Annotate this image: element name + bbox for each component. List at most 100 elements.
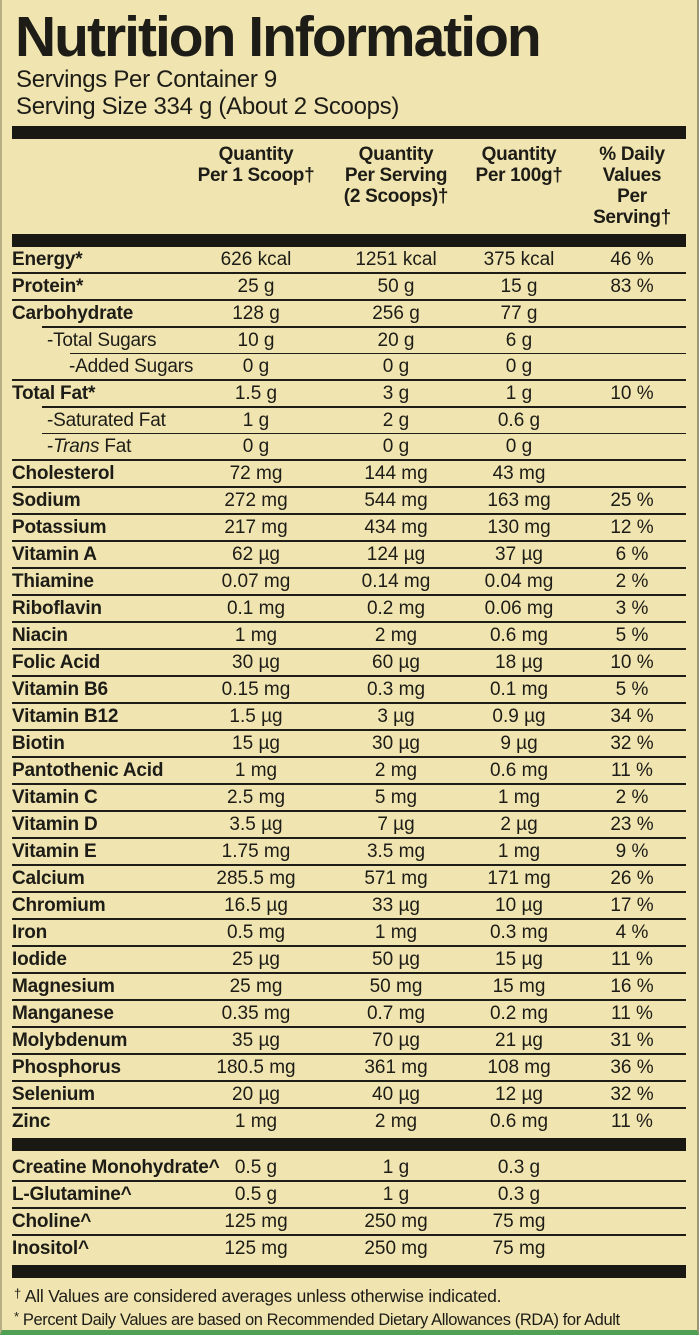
- qty-per-serving: 544 mg: [364, 490, 428, 511]
- qty-per-serving: 2 g: [382, 409, 410, 431]
- nutrient-name: Potassium: [12, 517, 107, 538]
- qty-per-serving: 0.3 mg: [366, 679, 426, 700]
- nutrient-name: Protein*: [12, 276, 84, 297]
- qty-per-1-scoop: 25 mg: [229, 976, 283, 997]
- row-divider: [12, 756, 686, 758]
- nutrient-row: Inositol^ 125 mg 250 mg 75 mg: [12, 1236, 686, 1261]
- daily-value: 16 %: [610, 976, 654, 997]
- qty-per-100g: 0.1 mg: [489, 679, 549, 700]
- row-divider: [12, 918, 686, 920]
- qty-per-100g: 163 mg: [487, 490, 551, 511]
- nutrient-name: Energy*: [12, 249, 83, 270]
- qty-per-serving: 2 mg: [374, 760, 418, 781]
- row-divider: [12, 675, 686, 677]
- qty-per-serving: 3 g: [382, 383, 410, 404]
- daily-value: 5 %: [615, 625, 649, 646]
- qty-per-1-scoop: 62 µg: [232, 544, 280, 565]
- nutrient-name: -Saturated Fat: [47, 409, 166, 431]
- qty-per-100g: 0.6 mg: [489, 625, 549, 646]
- nutrient-name: Folic Acid: [12, 652, 101, 673]
- daily-value: 32 %: [610, 1084, 654, 1105]
- qty-per-serving: 0.2 mg: [366, 598, 426, 619]
- nutrient-name: Vitamin B6: [12, 679, 108, 700]
- nutrient-name: Manganese: [12, 1003, 114, 1024]
- daily-value: 83 %: [610, 276, 654, 297]
- page-title: Nutrition Information: [15, 5, 542, 69]
- nutrient-name: -Added Sugars: [69, 356, 194, 377]
- qty-per-serving: 50 g: [377, 276, 415, 297]
- row-divider: [12, 513, 686, 515]
- qty-per-1-scoop: 0.5 g: [234, 1157, 278, 1178]
- nutrient-row: Protein* 25 g 50 g 15 g 83 %: [12, 274, 686, 299]
- footnotes: † All Values are considered averages unl…: [14, 1284, 684, 1330]
- qty-per-1-scoop: 25 g: [237, 276, 275, 297]
- col-header-daily-value: % Daily Values Per Serving†: [593, 144, 671, 228]
- daily-value: 2 %: [615, 787, 649, 808]
- qty-per-1-scoop: 15 µg: [232, 733, 280, 754]
- qty-per-serving: 3 µg: [377, 706, 415, 727]
- nutrient-name: Creatine Monohydrate^: [12, 1157, 220, 1178]
- qty-per-100g: 0.04 mg: [484, 571, 554, 592]
- qty-per-100g: 1 mg: [497, 787, 541, 808]
- qty-per-100g: 18 µg: [495, 652, 543, 673]
- qty-per-1-scoop: 16.5 µg: [224, 895, 288, 916]
- qty-per-serving: 1251 kcal: [355, 249, 437, 270]
- nutrient-row: Molybdenum 35 µg 70 µg 21 µg 31 %: [12, 1028, 686, 1053]
- row-divider: [12, 459, 686, 461]
- qty-per-1-scoop: 25 µg: [232, 949, 280, 970]
- qty-per-100g: 0.3 g: [497, 1184, 541, 1205]
- qty-per-100g: 37 µg: [495, 544, 543, 565]
- nutrient-row: -Saturated Fat 1 g 2 g 0.6 g: [12, 408, 686, 433]
- nutrient-row: Manganese 0.35 mg 0.7 mg 0.2 mg 11 %: [12, 1001, 686, 1026]
- daily-value: 12 %: [610, 517, 654, 538]
- qty-per-1-scoop: 217 mg: [224, 517, 288, 538]
- qty-per-100g: 0 g: [505, 356, 533, 377]
- nutrient-row: Vitamin D 3.5 µg 7 µg 2 µg 23 %: [12, 812, 686, 837]
- nutrient-row: Folic Acid 30 µg 60 µg 18 µg 10 %: [12, 650, 686, 675]
- section-bar-footnotes: [12, 1265, 686, 1278]
- qty-per-100g: 0.6 mg: [489, 1111, 549, 1132]
- qty-per-1-scoop: 0 g: [242, 356, 270, 377]
- qty-per-100g: 0.6 mg: [489, 760, 549, 781]
- qty-per-100g: 15 mg: [492, 976, 546, 997]
- serving-size: Serving Size 334 g (About 2 Scoops): [16, 93, 400, 120]
- nutrient-row: Iron 0.5 mg 1 mg 0.3 mg 4 %: [12, 920, 686, 945]
- nutrient-name: Vitamin D: [12, 814, 98, 835]
- qty-per-1-scoop: 0.5 mg: [226, 922, 286, 943]
- qty-per-1-scoop: 2.5 mg: [226, 787, 286, 808]
- nutrient-name: Zinc: [12, 1111, 51, 1132]
- qty-per-1-scoop: 10 g: [237, 329, 275, 351]
- qty-per-1-scoop: 0.15 mg: [221, 679, 291, 700]
- qty-per-100g: 0.3 g: [497, 1157, 541, 1178]
- section-bar-top: [12, 126, 686, 139]
- nutrient-name: Niacin: [12, 625, 68, 646]
- qty-per-100g: 75 mg: [492, 1238, 546, 1259]
- nutrient-name: Vitamin C: [12, 787, 98, 808]
- nutrient-name: Calcium: [12, 868, 85, 889]
- nutrient-row: Phosphorus 180.5 mg 361 mg 108 mg 36 %: [12, 1055, 686, 1080]
- qty-per-1-scoop: 35 µg: [232, 1030, 280, 1051]
- col-header-per-100g: Quantity Per 100g†: [475, 144, 563, 186]
- row-divider: [42, 406, 686, 408]
- qty-per-100g: 375 kcal: [483, 249, 555, 270]
- qty-per-serving: 70 µg: [372, 1030, 420, 1051]
- nutrient-name: -Trans Fat: [12, 434, 180, 459]
- nutrient-name: Cholesterol: [12, 463, 115, 484]
- row-divider: [12, 1053, 686, 1055]
- nutrient-row: Niacin 1 mg 2 mg 0.6 mg 5 %: [12, 623, 686, 648]
- qty-per-100g: 0.9 µg: [492, 706, 546, 727]
- qty-per-100g: 10 µg: [495, 895, 543, 916]
- row-divider: [12, 972, 686, 974]
- qty-per-1-scoop: 30 µg: [232, 652, 280, 673]
- nutrient-name: Pantothenic Acid: [12, 760, 164, 781]
- qty-per-1-scoop: 20 µg: [232, 1084, 280, 1105]
- qty-per-1-scoop: 0.07 mg: [221, 571, 291, 592]
- daily-value: 3 %: [615, 598, 649, 619]
- nutrient-name: Total Fat*: [12, 383, 96, 404]
- qty-per-1-scoop: 0.35 mg: [221, 1003, 291, 1024]
- nutrient-row: Chromium 16.5 µg 33 µg 10 µg 17 %: [12, 893, 686, 918]
- daily-value: 25 %: [610, 490, 654, 511]
- row-divider: [12, 1080, 686, 1082]
- footnote-text: All Values are considered averages unles…: [24, 1286, 502, 1306]
